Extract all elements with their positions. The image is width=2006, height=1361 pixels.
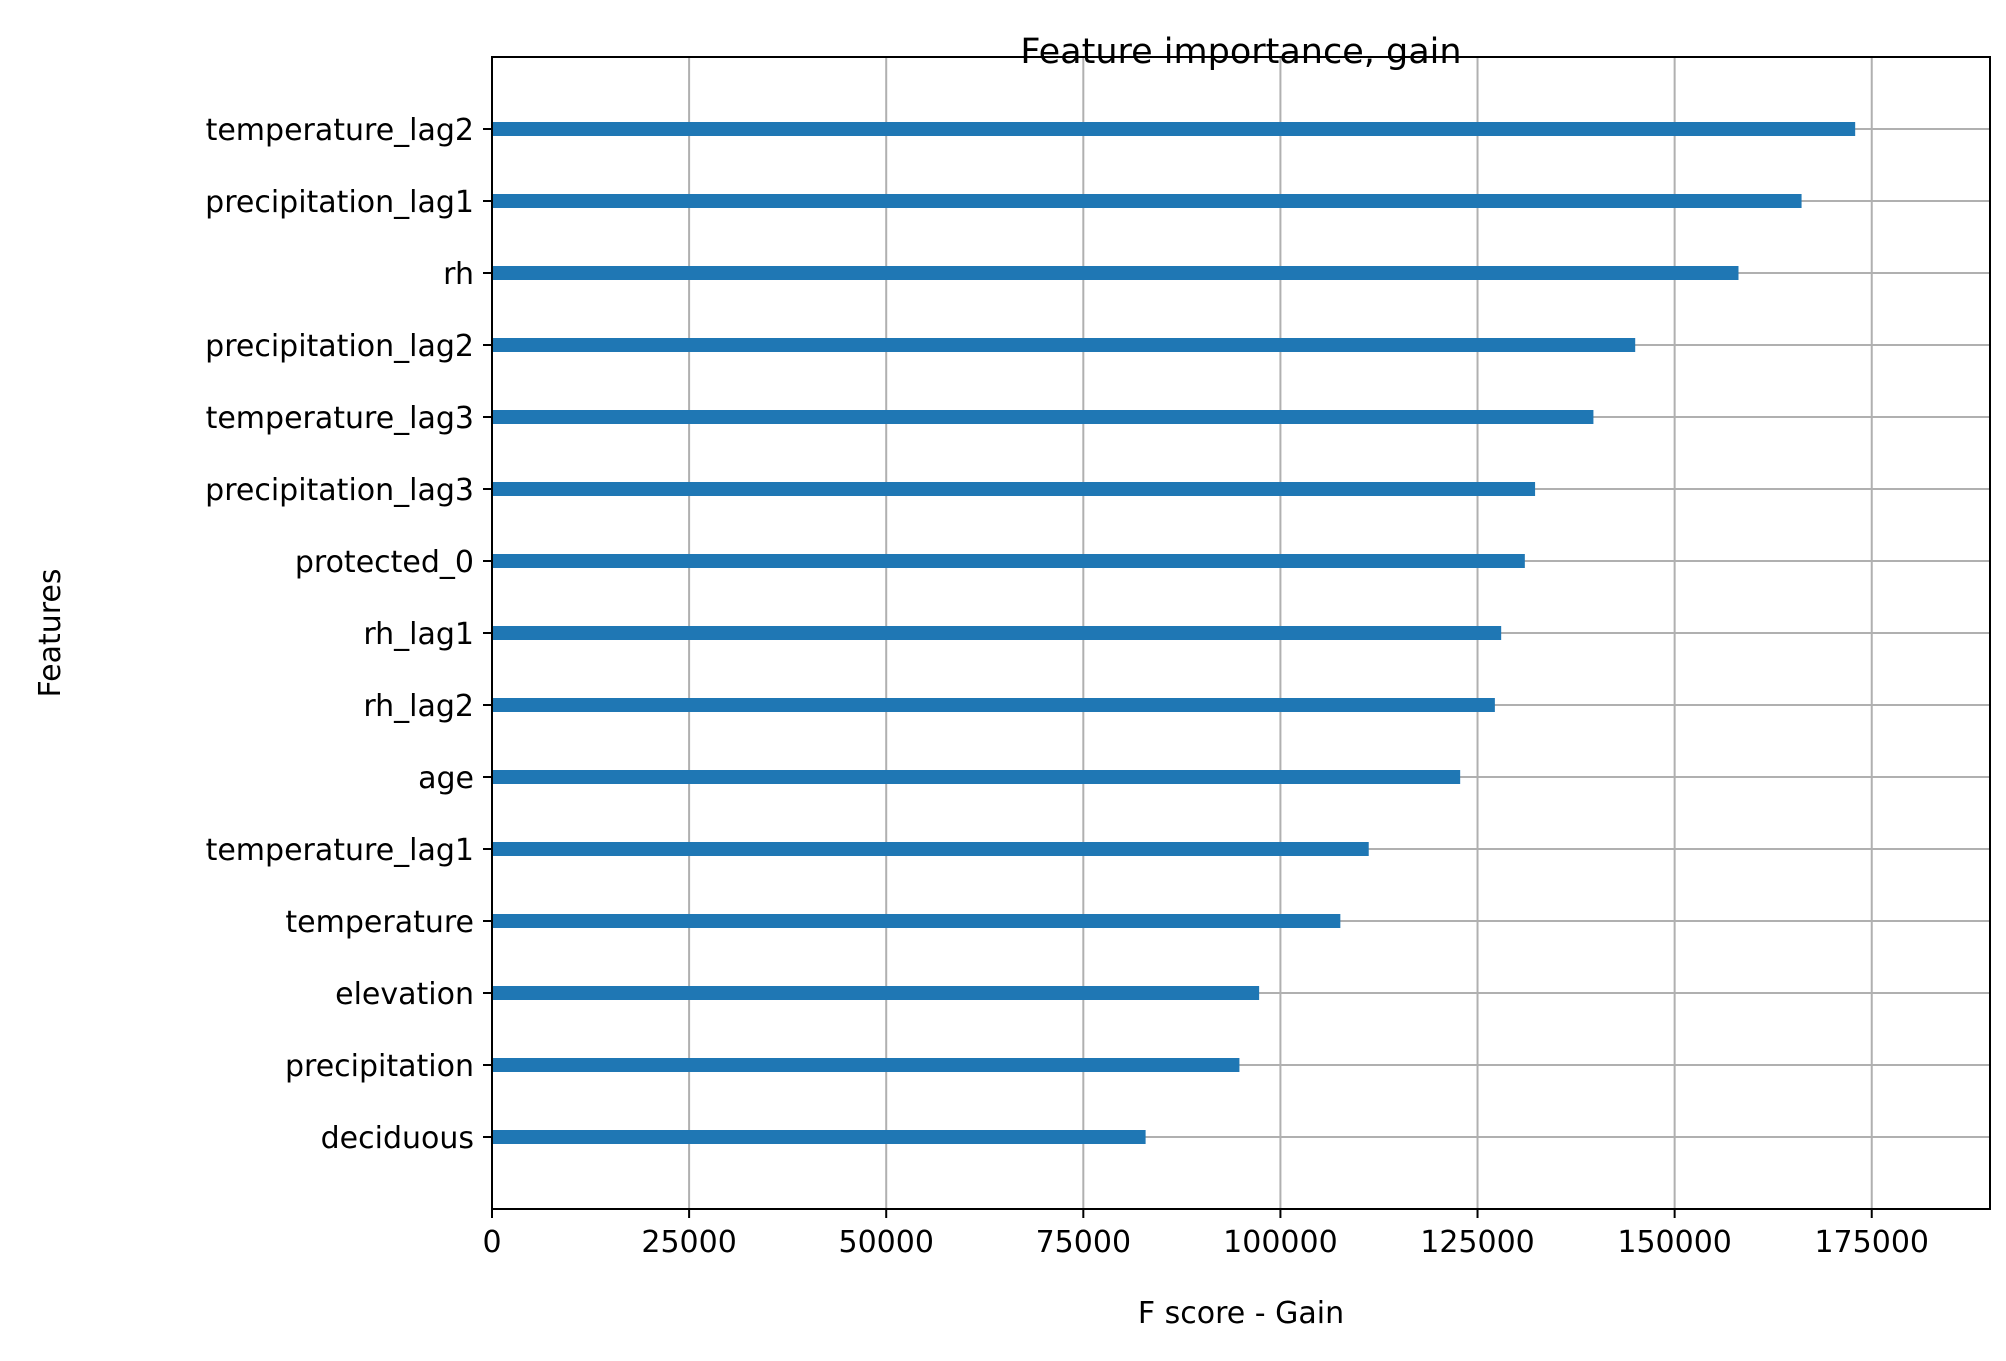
- y-tick-label: age: [418, 761, 474, 796]
- bar-precipitation: [492, 1058, 1240, 1072]
- bar-deciduous: [492, 1130, 1146, 1144]
- x-axis-label: F score - Gain: [1138, 1296, 1344, 1331]
- y-tick-label: elevation: [335, 977, 474, 1012]
- y-tick-label: temperature: [285, 905, 474, 940]
- x-tick-label: 75000: [1036, 1225, 1131, 1260]
- bar-precipitation-lag3: [492, 482, 1536, 496]
- y-tick-label: rh_lag2: [363, 689, 474, 724]
- x-tick-label: 50000: [838, 1225, 933, 1260]
- bar-temperature-lag1: [492, 842, 1369, 856]
- bar-rh: [492, 266, 1739, 280]
- y-tick-label: precipitation_lag1: [205, 185, 474, 220]
- tick-layer: 0 25000 50000 75000 100000 125000 150000 175000…: [205, 113, 1929, 1260]
- x-tick-label: 125000: [1420, 1225, 1535, 1260]
- x-tick-label: 175000: [1814, 1225, 1929, 1260]
- bar-elevation: [492, 986, 1260, 1000]
- x-tick-label: 100000: [1223, 1225, 1338, 1260]
- y-tick-label: temperature_lag1: [206, 833, 474, 868]
- bar-rh-lag1: [492, 626, 1502, 640]
- bar-temperature-lag2: [492, 122, 1856, 136]
- y-tick-label: protected_0: [295, 545, 474, 580]
- y-tick-label: rh: [443, 257, 474, 292]
- bar-precipitation-lag1: [492, 194, 1802, 208]
- bar-protected-0: [492, 554, 1525, 568]
- x-tick-label: 25000: [641, 1225, 736, 1260]
- y-axis-label: Features: [33, 569, 68, 698]
- y-tick-label: temperature_lag3: [206, 401, 474, 436]
- bar-age: [492, 770, 1461, 784]
- bar-precipitation-lag2: [492, 338, 1636, 352]
- bar-rh-lag2: [492, 698, 1495, 712]
- y-tick-label: deciduous: [321, 1121, 474, 1156]
- x-tick-label: 150000: [1617, 1225, 1732, 1260]
- chart-title: Feature importance, gain: [1020, 32, 1461, 72]
- x-tick-label: 0: [482, 1225, 501, 1260]
- bar-temperature: [492, 914, 1341, 928]
- y-tick-label: rh_lag1: [363, 617, 474, 652]
- bar-temperature-lag3: [492, 410, 1594, 424]
- y-tick-label: precipitation_lag2: [205, 329, 474, 364]
- y-tick-label: precipitation: [285, 1049, 474, 1084]
- y-tick-label: temperature_lag2: [206, 113, 474, 148]
- y-tick-label: precipitation_lag3: [205, 473, 474, 508]
- bar-layer: [492, 122, 1856, 1144]
